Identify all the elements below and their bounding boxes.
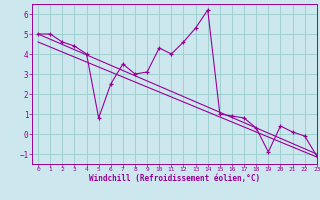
X-axis label: Windchill (Refroidissement éolien,°C): Windchill (Refroidissement éolien,°C) — [89, 174, 260, 183]
